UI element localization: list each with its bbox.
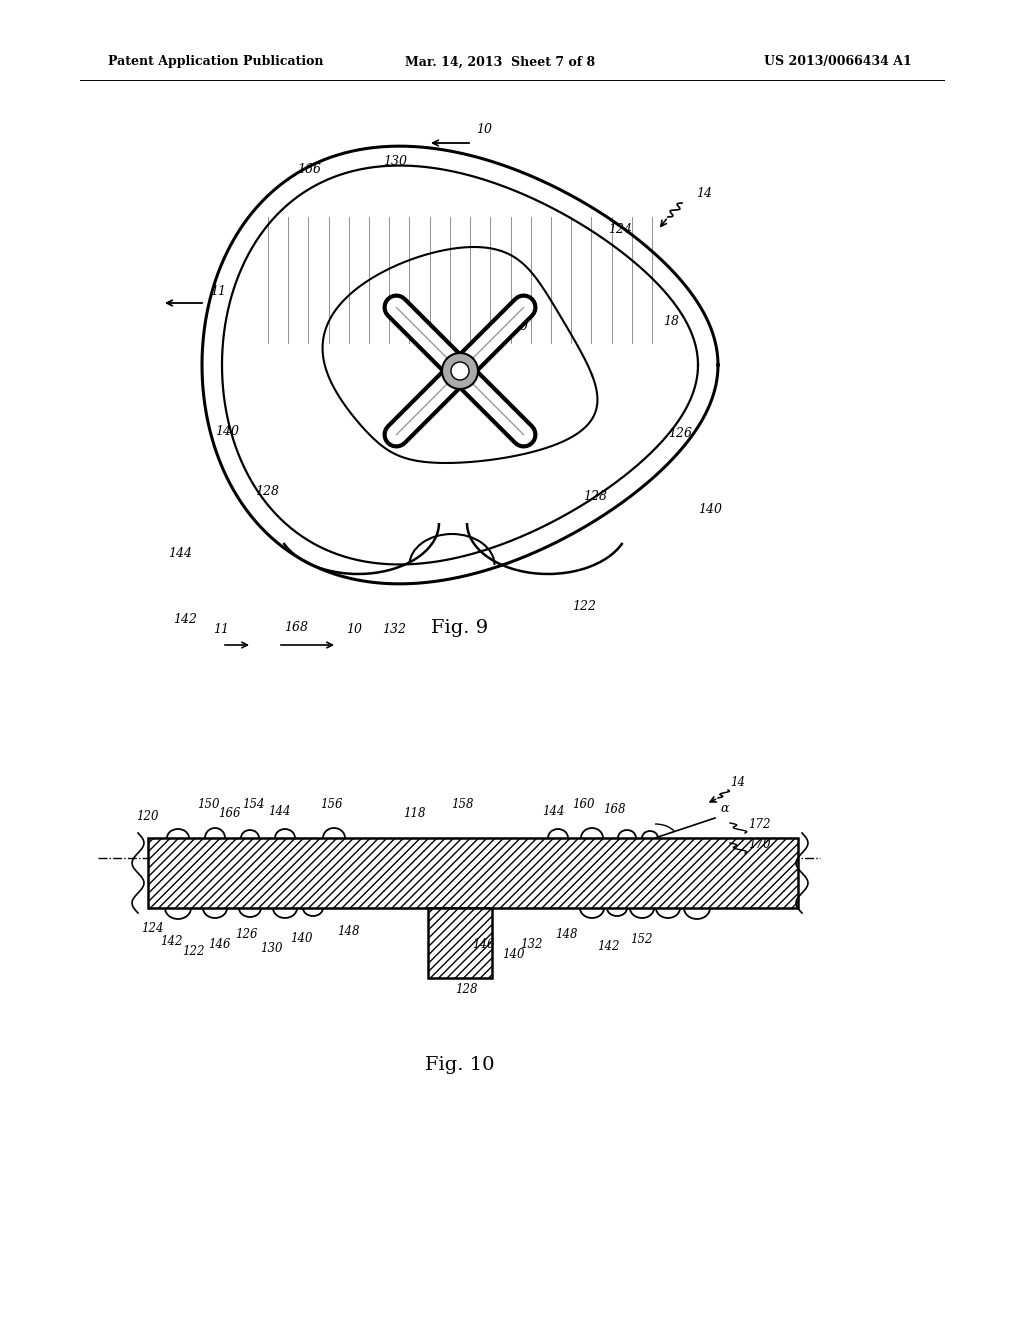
Text: 10: 10 — [476, 123, 492, 136]
Text: 10: 10 — [346, 623, 362, 636]
Text: 156: 156 — [319, 799, 342, 810]
Text: 130: 130 — [260, 942, 283, 954]
Ellipse shape — [442, 352, 478, 389]
Text: 140: 140 — [290, 932, 312, 945]
Text: 146: 146 — [208, 939, 230, 950]
Text: α: α — [720, 803, 728, 814]
Text: Fig. 10: Fig. 10 — [425, 1056, 495, 1074]
Text: 166: 166 — [297, 162, 321, 176]
Text: 122: 122 — [182, 945, 205, 958]
Text: 148: 148 — [555, 928, 578, 941]
Text: 126: 126 — [668, 426, 692, 440]
Text: 20: 20 — [512, 319, 528, 333]
Text: Patent Application Publication: Patent Application Publication — [108, 55, 324, 69]
Text: Fig. 9: Fig. 9 — [431, 619, 488, 638]
Text: 118: 118 — [403, 807, 426, 820]
Text: 130: 130 — [383, 154, 407, 168]
Text: 140: 140 — [502, 948, 524, 961]
Text: 148: 148 — [337, 925, 359, 939]
Text: US 2013/0066434 A1: US 2013/0066434 A1 — [764, 55, 912, 69]
Text: 128: 128 — [583, 490, 607, 503]
Text: 126: 126 — [234, 928, 257, 941]
Text: 168: 168 — [284, 620, 308, 634]
Text: 128: 128 — [455, 983, 477, 997]
Text: 140: 140 — [698, 503, 722, 516]
Ellipse shape — [451, 362, 469, 380]
Text: 18: 18 — [663, 315, 679, 327]
Text: 168: 168 — [603, 803, 626, 816]
Text: 160: 160 — [572, 799, 595, 810]
Text: 146: 146 — [472, 939, 495, 950]
Text: 11: 11 — [213, 623, 229, 636]
Text: 142: 142 — [160, 935, 182, 948]
Text: 158: 158 — [451, 799, 473, 810]
Text: 124: 124 — [608, 223, 632, 236]
Text: 132: 132 — [382, 623, 406, 636]
Text: 144: 144 — [268, 805, 291, 818]
Text: 11: 11 — [210, 285, 226, 298]
Text: 120: 120 — [136, 810, 159, 822]
Text: 132: 132 — [520, 939, 543, 950]
Text: 170: 170 — [748, 838, 770, 851]
Text: 144: 144 — [168, 546, 193, 560]
Text: 166: 166 — [218, 807, 241, 820]
Bar — [428, 908, 492, 978]
Bar — [148, 838, 798, 908]
Text: 142: 142 — [597, 940, 620, 953]
Text: 172: 172 — [748, 818, 770, 832]
Text: 14: 14 — [730, 776, 745, 789]
Text: 128: 128 — [255, 484, 279, 498]
Text: 124: 124 — [141, 921, 164, 935]
Text: 144: 144 — [542, 805, 564, 818]
Text: 122: 122 — [572, 601, 596, 612]
Text: 140: 140 — [215, 425, 239, 438]
Text: 152: 152 — [630, 933, 652, 946]
Text: 150: 150 — [197, 799, 219, 810]
Text: 154: 154 — [242, 799, 264, 810]
Text: 14: 14 — [696, 187, 712, 201]
Text: Mar. 14, 2013  Sheet 7 of 8: Mar. 14, 2013 Sheet 7 of 8 — [404, 55, 595, 69]
Text: 142: 142 — [173, 612, 197, 626]
